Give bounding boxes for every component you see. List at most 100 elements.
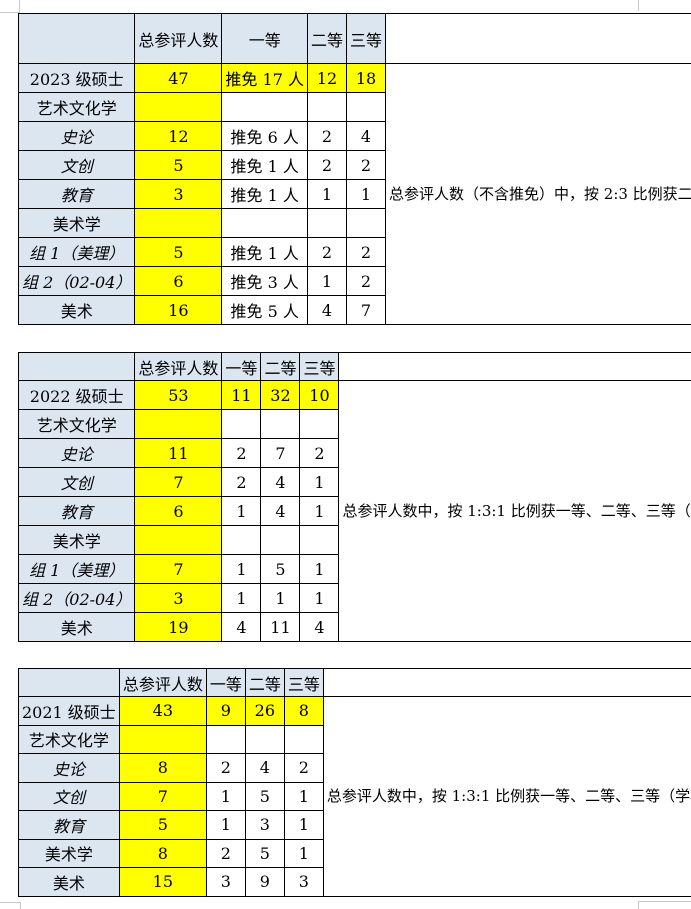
data-cell[interactable] [260, 525, 301, 555]
data-cell[interactable]: 5 [260, 554, 301, 584]
data-cell[interactable]: 2 [306, 150, 347, 180]
row-label-cell[interactable]: 教育 [17, 179, 136, 209]
data-cell[interactable]: 6 [134, 266, 223, 296]
data-cell[interactable] [345, 208, 387, 238]
data-cell[interactable] [260, 409, 301, 439]
side-note-cell[interactable]: 总参评人数（不含推免）中，按 2:3 比例获二等、三等（学校规定）。 [384, 63, 691, 325]
data-cell[interactable]: 3 [205, 867, 246, 897]
data-cell[interactable]: 2 [221, 467, 262, 497]
column-header[interactable]: 三等 [345, 13, 387, 64]
data-cell[interactable]: 2 [299, 438, 340, 468]
row-label-cell[interactable]: 美术 [17, 295, 136, 325]
data-cell[interactable] [221, 208, 308, 238]
data-cell[interactable]: 5 [244, 838, 285, 868]
side-note-cell[interactable]: 总参评人数中，按 1:3:1 比例获一等、二等、三等（学校规定）。 [338, 380, 691, 642]
row-label-cell[interactable]: 教育 [18, 810, 120, 840]
data-cell[interactable]: 7 [345, 295, 387, 325]
column-header[interactable]: 一等 [221, 13, 308, 64]
data-cell[interactable]: 5 [134, 237, 223, 267]
data-cell[interactable]: 1 [306, 266, 347, 296]
row-label-cell[interactable]: 美术学 [17, 208, 136, 238]
row-label-cell[interactable]: 文创 [17, 150, 136, 180]
data-cell[interactable]: 6 [134, 496, 223, 526]
data-cell[interactable]: 1 [221, 583, 262, 613]
row-label-cell[interactable]: 2023 级硕士 [17, 63, 136, 93]
data-cell[interactable]: 推免 1 人 [221, 150, 308, 180]
row-label-cell[interactable]: 艺术文化学 [17, 92, 136, 122]
data-cell[interactable]: 16 [134, 295, 223, 325]
data-cell[interactable]: 4 [345, 121, 387, 151]
column-header[interactable]: 总参评人数 [134, 352, 223, 381]
data-cell[interactable]: 2 [345, 266, 387, 296]
column-header[interactable]: 总参评人数 [134, 13, 223, 64]
data-cell[interactable]: 53 [134, 380, 223, 410]
column-header[interactable]: 一等 [221, 352, 262, 381]
data-cell[interactable] [244, 724, 285, 754]
column-header[interactable]: 一等 [205, 668, 246, 697]
row-label-cell[interactable]: 美术 [18, 867, 120, 897]
data-cell[interactable]: 推免 1 人 [221, 237, 308, 267]
data-cell[interactable]: 11 [221, 380, 262, 410]
data-cell[interactable]: 7 [134, 467, 223, 497]
data-cell[interactable]: 4 [260, 467, 301, 497]
row-label-cell[interactable]: 组 2（02-04） [17, 266, 136, 296]
data-cell[interactable]: 8 [283, 696, 324, 726]
data-cell[interactable] [205, 724, 246, 754]
data-cell[interactable]: 7 [134, 554, 223, 584]
corner-cell[interactable] [18, 668, 120, 697]
data-cell[interactable]: 1 [345, 179, 387, 209]
row-label-cell[interactable]: 组 2（02-04） [17, 583, 136, 613]
data-cell[interactable] [221, 92, 308, 122]
data-cell[interactable]: 2 [283, 753, 324, 783]
data-cell[interactable]: 1 [260, 583, 301, 613]
data-cell[interactable]: 5 [244, 781, 285, 811]
data-cell[interactable] [134, 92, 223, 122]
data-cell[interactable]: 1 [299, 467, 340, 497]
data-cell[interactable]: 9 [244, 867, 285, 897]
data-cell[interactable] [134, 208, 223, 238]
column-header[interactable]: 二等 [244, 668, 285, 697]
data-cell[interactable]: 3 [244, 810, 285, 840]
data-cell[interactable] [221, 409, 262, 439]
data-cell[interactable]: 2 [345, 237, 387, 267]
data-cell[interactable]: 推免 6 人 [221, 121, 308, 151]
row-label-cell[interactable]: 史论 [17, 121, 136, 151]
data-cell[interactable]: 推免 3 人 [221, 266, 308, 296]
note-column-header-cell[interactable] [322, 668, 691, 697]
row-label-cell[interactable]: 美术学 [17, 525, 136, 555]
data-cell[interactable]: 5 [134, 150, 223, 180]
data-cell[interactable]: 推免 5 人 [221, 295, 308, 325]
data-cell[interactable]: 1 [299, 554, 340, 584]
data-cell[interactable]: 1 [221, 496, 262, 526]
row-label-cell[interactable]: 美术学 [18, 838, 120, 868]
data-cell[interactable]: 11 [260, 612, 301, 642]
corner-cell[interactable] [17, 13, 136, 64]
row-label-cell[interactable]: 史论 [18, 753, 120, 783]
data-cell[interactable] [299, 409, 340, 439]
row-label-cell[interactable]: 文创 [17, 467, 136, 497]
data-cell[interactable]: 推免 17 人 [221, 63, 308, 93]
data-cell[interactable]: 2 [221, 438, 262, 468]
data-cell[interactable] [118, 724, 207, 754]
data-cell[interactable] [306, 208, 347, 238]
data-cell[interactable]: 3 [134, 583, 223, 613]
data-cell[interactable]: 15 [118, 867, 207, 897]
data-cell[interactable]: 1 [205, 781, 246, 811]
data-cell[interactable]: 19 [134, 612, 223, 642]
data-cell[interactable]: 47 [134, 63, 223, 93]
data-cell[interactable] [221, 525, 262, 555]
data-cell[interactable]: 12 [134, 121, 223, 151]
note-column-header-cell[interactable] [384, 13, 691, 64]
data-cell[interactable]: 12 [306, 63, 347, 93]
data-cell[interactable]: 1 [299, 496, 340, 526]
data-cell[interactable]: 4 [306, 295, 347, 325]
data-cell[interactable]: 2 [306, 121, 347, 151]
data-cell[interactable] [134, 525, 223, 555]
row-label-cell[interactable]: 组 1（美理） [17, 554, 136, 584]
data-cell[interactable] [283, 724, 324, 754]
row-label-cell[interactable]: 美术 [17, 612, 136, 642]
data-cell[interactable]: 2 [306, 237, 347, 267]
data-cell[interactable]: 1 [283, 781, 324, 811]
data-cell[interactable]: 2 [205, 838, 246, 868]
row-label-cell[interactable]: 2022 级硕士 [17, 380, 136, 410]
